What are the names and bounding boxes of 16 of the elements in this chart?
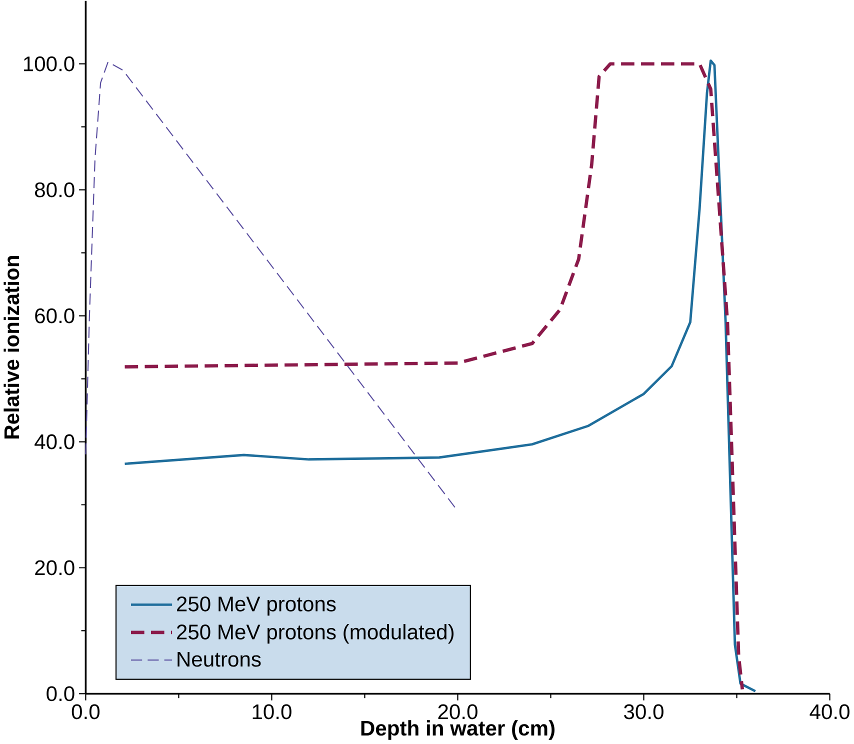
y-tick-label: 80.0: [35, 182, 74, 198]
y-tick-label: 0.0: [46, 686, 74, 702]
x-tick-label: 40.0: [810, 704, 850, 720]
legend-label: Neutrons: [178, 652, 261, 667]
x-tick-label: 0.0: [72, 704, 100, 720]
x-tick-label: 20.0: [438, 704, 478, 720]
legend-label: 250 MeV protons (modulated): [177, 624, 454, 644]
x-tick-label: 10.0: [252, 704, 292, 720]
y-tick-label: 20.0: [35, 560, 74, 576]
y-tick-label: 60.0: [35, 308, 74, 324]
legend-label: 250 MeV protons: [177, 596, 336, 616]
y-tick-label: 40.0: [34, 434, 74, 450]
x-tick-label: 30.0: [624, 704, 664, 720]
y-axis-title: Relative ionization: [4, 256, 20, 439]
x-axis-title: Depth in water (cm): [361, 720, 554, 740]
y-tick-label: 100.0: [24, 56, 74, 72]
